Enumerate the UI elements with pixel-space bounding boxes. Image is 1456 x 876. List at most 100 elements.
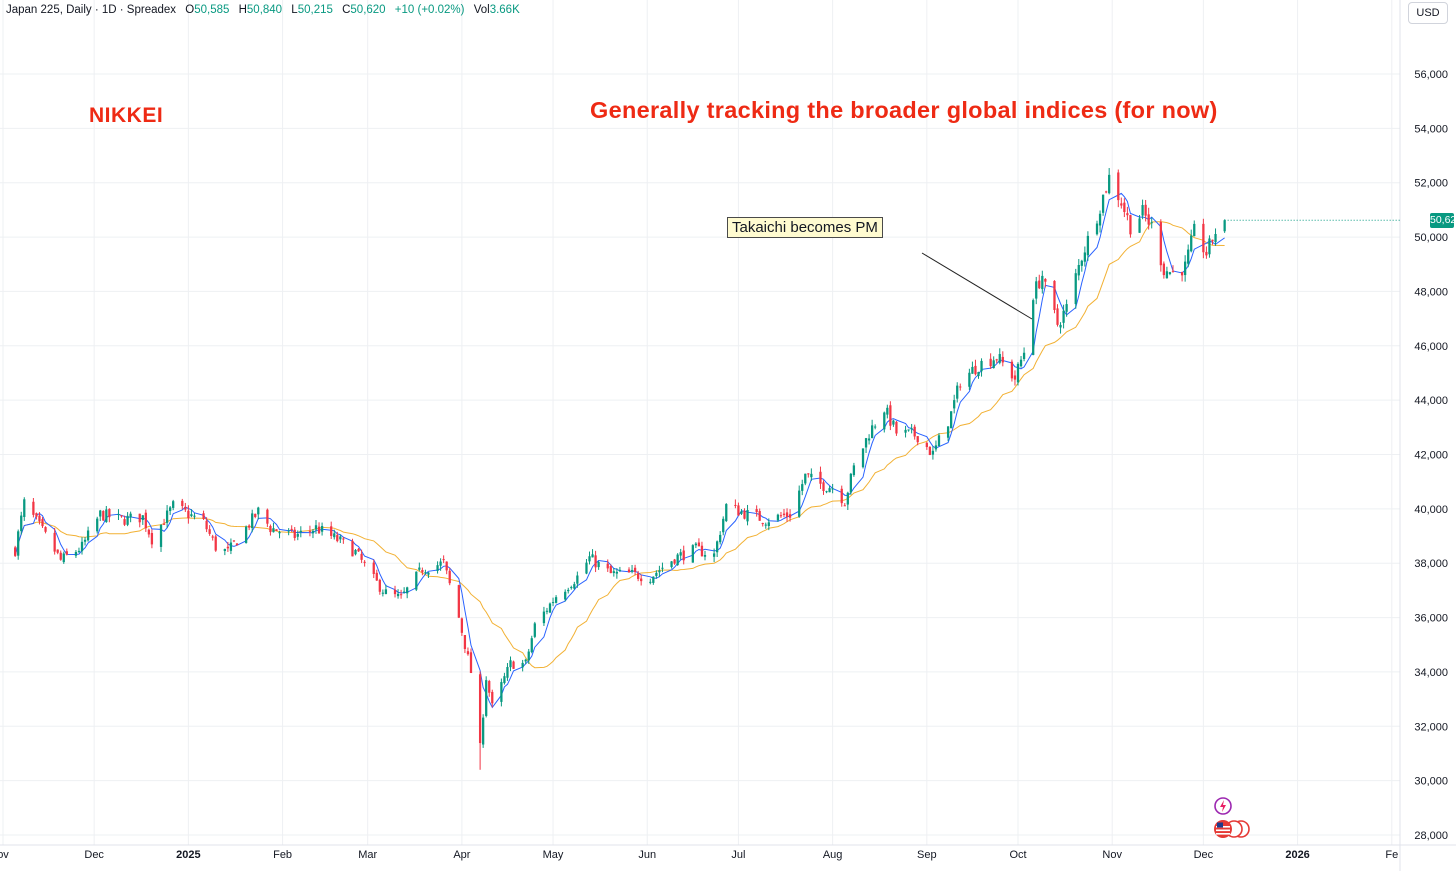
candle xyxy=(448,567,451,586)
candle xyxy=(485,676,488,718)
candle xyxy=(287,528,290,536)
ma-fast-path xyxy=(14,192,1225,709)
candle xyxy=(126,512,129,527)
candle xyxy=(1038,274,1041,290)
candle xyxy=(1162,261,1166,279)
candle xyxy=(293,526,296,541)
symbol-name: Japan 225, Daily · 1D · Spreadex xyxy=(6,4,177,16)
candle xyxy=(500,678,503,707)
nikkei-title: NIKKEI xyxy=(89,104,164,127)
candle xyxy=(169,506,172,516)
candle xyxy=(1013,370,1017,386)
candle xyxy=(655,570,658,579)
candle xyxy=(1159,219,1162,272)
candle xyxy=(418,562,421,572)
candle xyxy=(96,516,99,534)
candle xyxy=(1080,259,1083,272)
candle xyxy=(886,404,889,419)
candle xyxy=(314,520,318,534)
candle xyxy=(375,569,378,581)
takaichi-callout[interactable]: Takaichi becomes PM xyxy=(727,217,883,238)
candle xyxy=(810,468,813,481)
candle xyxy=(1187,244,1190,268)
candle xyxy=(755,505,758,517)
candle xyxy=(478,671,482,770)
candle xyxy=(673,558,676,565)
lightning-event-icon[interactable] xyxy=(1213,796,1233,816)
candle xyxy=(1053,280,1056,314)
currency-button[interactable]: USD xyxy=(1408,2,1448,24)
candle xyxy=(330,521,333,539)
ma-fast-line xyxy=(14,192,1225,709)
candle xyxy=(41,517,44,528)
x-tick-label: Sep xyxy=(917,849,937,861)
x-tick-label: Oct xyxy=(1009,849,1026,861)
candle xyxy=(1120,197,1123,209)
candle xyxy=(214,534,217,552)
candle xyxy=(545,607,549,615)
candle xyxy=(278,530,281,539)
candle xyxy=(807,473,810,478)
candle xyxy=(108,508,111,523)
candle xyxy=(591,549,594,558)
candle xyxy=(35,512,38,520)
candle xyxy=(737,502,740,516)
candle xyxy=(1041,270,1044,294)
candle xyxy=(1126,206,1129,221)
candle xyxy=(1035,276,1038,305)
candle xyxy=(527,648,530,664)
candle xyxy=(883,411,886,433)
candle xyxy=(640,574,643,586)
chart-headline: Generally tracking the broader global in… xyxy=(590,97,1218,123)
candle xyxy=(184,502,187,512)
candle xyxy=(424,569,427,575)
candle xyxy=(1214,228,1217,246)
candle xyxy=(849,472,852,495)
candle xyxy=(363,560,366,567)
candle xyxy=(1171,265,1175,273)
x-tick-label: Apr xyxy=(453,849,470,861)
candle xyxy=(208,525,211,536)
candle xyxy=(509,656,512,672)
candle xyxy=(351,538,354,557)
candle xyxy=(17,529,20,560)
candle xyxy=(521,659,524,672)
candle xyxy=(445,561,448,575)
candle xyxy=(32,497,35,518)
candle xyxy=(381,589,385,597)
candle xyxy=(840,485,843,507)
candle xyxy=(956,382,959,403)
candle xyxy=(740,509,743,516)
candle xyxy=(925,441,928,450)
candle xyxy=(627,567,631,573)
us-flag-events-icon[interactable] xyxy=(1211,818,1253,840)
candle xyxy=(980,358,983,377)
candle xyxy=(1193,220,1196,237)
y-tick-label: 32,000 xyxy=(1414,721,1448,733)
candle xyxy=(691,544,694,563)
symbol-legend: Japan 225, Daily · 1D · Spreadex O50,585… xyxy=(6,4,520,16)
candle xyxy=(466,647,470,656)
y-tick-label: 56,000 xyxy=(1414,69,1448,81)
candle xyxy=(573,581,576,590)
candle xyxy=(244,525,248,544)
candle xyxy=(1165,266,1169,279)
candle xyxy=(703,550,707,561)
candle xyxy=(223,548,226,556)
y-tick-label: 34,000 xyxy=(1414,667,1448,679)
grid-lines xyxy=(0,0,1400,845)
candle xyxy=(1044,278,1047,288)
candle xyxy=(804,473,807,486)
candle xyxy=(421,567,424,576)
candle xyxy=(694,542,698,549)
change-value: +10 (+0.02%) xyxy=(394,4,465,16)
x-tick-label: Feb xyxy=(273,849,292,861)
candle xyxy=(953,394,956,414)
candle xyxy=(959,383,962,391)
candle xyxy=(354,549,357,556)
open-value: 50,585 xyxy=(194,4,230,16)
candle xyxy=(86,526,90,542)
x-tick-label: 2025 xyxy=(176,849,200,861)
